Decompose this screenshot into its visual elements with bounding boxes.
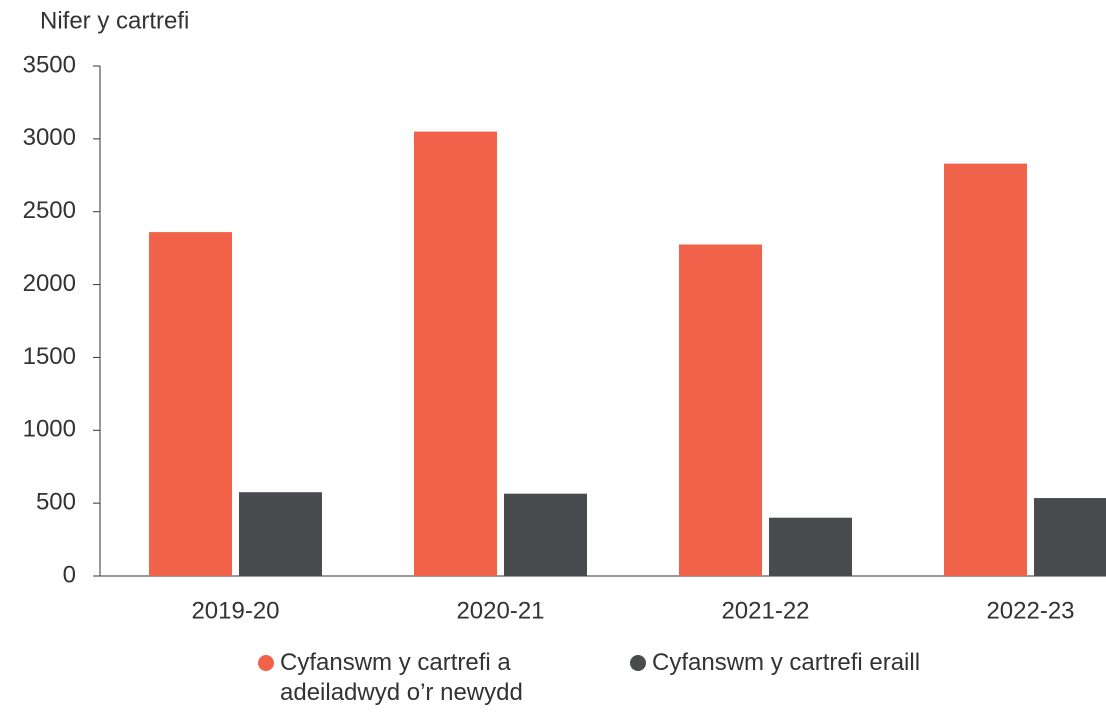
bar (149, 232, 232, 576)
legend-label: Cyfanswm y cartrefi eraill (652, 649, 921, 676)
y-tick-label: 2500 (23, 197, 76, 224)
bar (944, 163, 1027, 576)
bar (239, 492, 322, 576)
legend-swatch (258, 655, 274, 671)
bar (504, 493, 587, 576)
y-tick-label: 0 (63, 561, 76, 588)
legend-item: Cyfanswm y cartrefi a adeiladwyd o’r new… (258, 648, 588, 708)
legend-swatch (630, 655, 646, 671)
x-tick-label: 2021-22 (721, 597, 809, 624)
y-tick-label: 1000 (23, 416, 76, 443)
y-tick-label: 3500 (23, 51, 76, 78)
x-tick-label: 2019-20 (191, 597, 279, 624)
bar (679, 244, 762, 576)
bar (1034, 498, 1106, 576)
legend-item: Cyfanswm y cartrefi eraill (630, 648, 1050, 678)
y-tick-label: 1500 (23, 343, 76, 370)
bar (769, 517, 852, 576)
y-tick-label: 3000 (23, 124, 76, 151)
y-axis-label: Nifer y cartrefi (40, 7, 189, 34)
y-tick-label: 2000 (23, 270, 76, 297)
y-tick-label: 500 (36, 488, 76, 515)
x-tick-label: 2020-21 (456, 597, 544, 624)
bar (414, 131, 497, 577)
legend-label: Cyfanswm y cartrefi a adeiladwyd o’r new… (280, 649, 523, 706)
x-tick-label: 2022-23 (986, 597, 1074, 624)
